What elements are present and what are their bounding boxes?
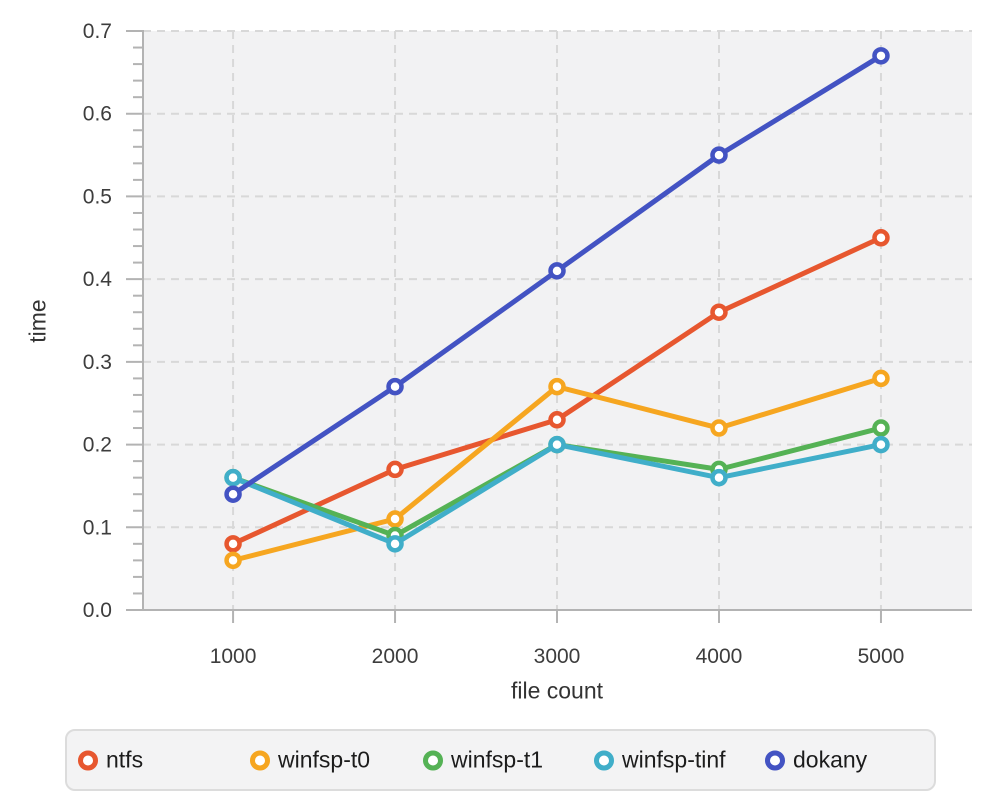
legend-item-winfsp-t1: winfsp-t1 [423,747,543,774]
x-tick-label: 1000 [210,645,257,668]
x-tick-label: 4000 [696,645,743,668]
legend-item-winfsp-tinf: winfsp-tinf [594,747,726,774]
legend-label: ntfs [106,746,144,773]
x-tick-label: 2000 [372,645,419,668]
y-tick-label: 0.7 [83,20,112,43]
legend-item-winfsp-t0: winfsp-t0 [250,747,370,774]
x-tick-label: 5000 [858,645,905,668]
x-axis-title: file count [510,677,604,704]
data-point-marker [872,435,890,454]
legend-marker-icon [594,750,614,770]
y-tick-label: 0.3 [83,351,112,374]
legend-marker-icon [423,750,443,770]
y-tick-label: 0.6 [83,103,112,126]
data-point-marker [386,510,404,528]
x-tick-label: 3000 [534,645,581,668]
data-point-marker [872,419,890,437]
line-chart: 0.0 0.1 0.2 0.3 0.4 0.5 0.6 0.7 1000 2000 3000 4000… [83,20,972,668]
chart-legend: ntfs winfsp-t0 winfsp-t1 winfsp-tinf dokany [65,729,936,791]
data-point-marker [872,229,890,247]
series-ntfs [224,229,890,553]
y-tick-label: 0.1 [83,516,112,539]
data-point-marker [548,377,566,396]
y-tick-label: 0.2 [83,434,112,457]
data-point-marker [224,468,242,487]
legend-marker-icon [765,750,785,770]
data-point-marker [710,468,728,487]
y-axis-title: time [24,299,51,343]
data-point-marker [872,47,890,65]
data-point-marker [386,460,404,479]
data-point-marker [224,551,242,570]
y-tick-label: 0.5 [83,185,112,208]
legend-label: winfsp-tinf [622,746,726,773]
legend-label: winfsp-t1 [451,746,544,773]
series-winfsp-tinf [224,435,890,553]
legend-marker-icon [78,750,98,770]
legend-label: dokany [793,746,868,773]
y-tick-label: 0.0 [83,599,112,622]
data-point-marker [224,485,242,503]
data-point-marker [548,435,566,454]
data-point-marker [710,146,728,164]
data-point-marker [872,369,890,388]
legend-item-ntfs: ntfs [78,747,143,774]
data-point-marker [710,303,728,321]
legend-label: winfsp-t0 [278,746,371,773]
data-point-marker [386,377,404,396]
data-point-marker [548,262,566,280]
data-point-marker [386,535,404,553]
legend-marker-icon [250,750,270,770]
series-dokany [224,47,890,503]
data-point-marker [710,419,728,437]
data-point-marker [224,535,242,553]
legend-item-dokany: dokany [765,747,867,774]
data-point-marker [548,411,566,429]
y-tick-label: 0.4 [83,268,113,291]
series-winfsp-t0 [224,369,890,570]
